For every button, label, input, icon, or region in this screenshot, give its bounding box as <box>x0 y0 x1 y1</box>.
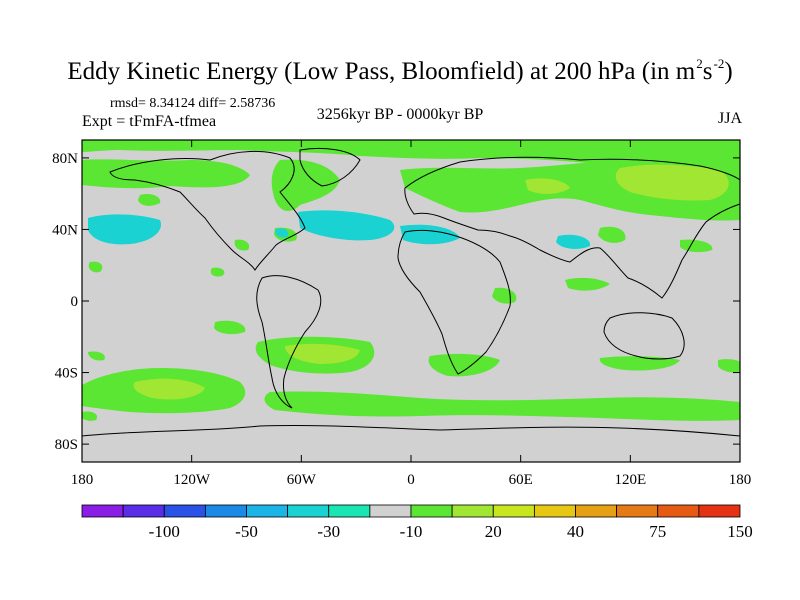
contour-region <box>138 193 161 206</box>
coastlines <box>82 147 740 437</box>
lon-tick-label: 0 <box>407 472 415 488</box>
contour-region <box>680 239 713 253</box>
lon-tick-label: 120W <box>173 472 211 488</box>
contour-region <box>82 159 250 189</box>
colorbar-swatch <box>451 504 494 518</box>
contour-region <box>210 267 225 277</box>
colorbar-swatch <box>698 504 741 518</box>
contour-region <box>214 320 246 335</box>
coastline-greenland <box>299 147 361 187</box>
colorbar-label: 150 <box>727 522 753 541</box>
colorbar: -100 -50 -30 -10 20 40 75 150 <box>81 504 753 541</box>
contour-region <box>88 351 105 361</box>
lon-tick-label: 60E <box>509 472 533 488</box>
contour-region <box>599 356 680 371</box>
lat-tick-label: 40N <box>52 222 78 238</box>
latitude-axis: 80N 40N 0 40S 80S <box>52 151 740 453</box>
colorbar-swatch <box>328 504 371 518</box>
lat-tick-label: 0 <box>71 294 79 310</box>
coastline-australia <box>603 312 685 360</box>
colorbar-swatch <box>246 504 289 518</box>
experiment-label: Expt = tFmFA-tfmea <box>82 113 217 130</box>
colorbar-label: -10 <box>400 522 423 541</box>
contour-region <box>82 411 98 421</box>
contour-fills <box>82 140 740 421</box>
contour-region <box>400 224 460 245</box>
contour-region <box>598 226 626 243</box>
contour-region <box>718 359 740 373</box>
contour-region <box>556 234 591 249</box>
contour-region <box>525 178 570 194</box>
coastline-antarctica <box>82 424 740 437</box>
lon-tick-label: 120E <box>614 472 646 488</box>
colorbar-swatch <box>533 504 576 518</box>
colorbar-label: -50 <box>235 522 258 541</box>
contour-region <box>275 228 289 238</box>
colorbar-label: 75 <box>649 522 666 541</box>
colorbar-swatch <box>410 504 453 518</box>
colorbar-swatch <box>492 504 535 518</box>
colorbar-swatch <box>287 504 330 518</box>
colorbar-swatch <box>575 504 618 518</box>
contour-region <box>428 353 500 377</box>
contour-region <box>88 261 103 273</box>
chart-title: Eddy Kinetic Energy (Low Pass, Bloomfiel… <box>67 56 733 85</box>
lat-tick-label: 80N <box>52 151 78 167</box>
contour-region <box>285 343 360 364</box>
colorbar-swatch <box>616 504 659 518</box>
colorbar-swatch <box>369 504 412 518</box>
contour-region <box>271 159 340 212</box>
colorbar-swatch <box>657 504 700 518</box>
contour-region <box>82 140 740 171</box>
contour-region <box>565 277 610 291</box>
lon-tick-label: 180 <box>729 472 752 488</box>
colorbar-swatch <box>204 504 247 518</box>
coastline-north-america <box>109 151 306 271</box>
contour-region <box>133 378 205 400</box>
lat-tick-label: 80S <box>55 437 78 453</box>
lat-tick-label: 40S <box>55 366 78 382</box>
colorbar-swatch <box>81 504 124 518</box>
colorbar-label: 40 <box>567 522 584 541</box>
colorbar-label: -30 <box>317 522 340 541</box>
period-label: 3256kyr BP - 0000kyr BP <box>316 106 484 123</box>
coastline-africa <box>397 229 511 375</box>
contour-region <box>615 164 729 201</box>
coastline-south-america <box>256 275 322 409</box>
coastline-europe-asia <box>404 156 740 299</box>
colorbar-label: 20 <box>485 522 502 541</box>
lon-tick-label: 60W <box>287 472 317 488</box>
colorbar-swatch <box>122 504 165 518</box>
stats-label: rmsd= 8.34124 diff= 2.58736 <box>110 96 276 111</box>
lon-tick-label: 180 <box>71 472 94 488</box>
colorbar-label: -100 <box>149 522 180 541</box>
contour-region <box>234 239 250 251</box>
season-label: JJA <box>717 110 742 127</box>
colorbar-swatch <box>163 504 206 518</box>
contour-region <box>298 210 395 241</box>
contour-region <box>264 391 740 421</box>
longitude-axis: 180 120W 60W 0 60E 120E 180 <box>71 140 752 488</box>
contour-region <box>88 214 161 245</box>
